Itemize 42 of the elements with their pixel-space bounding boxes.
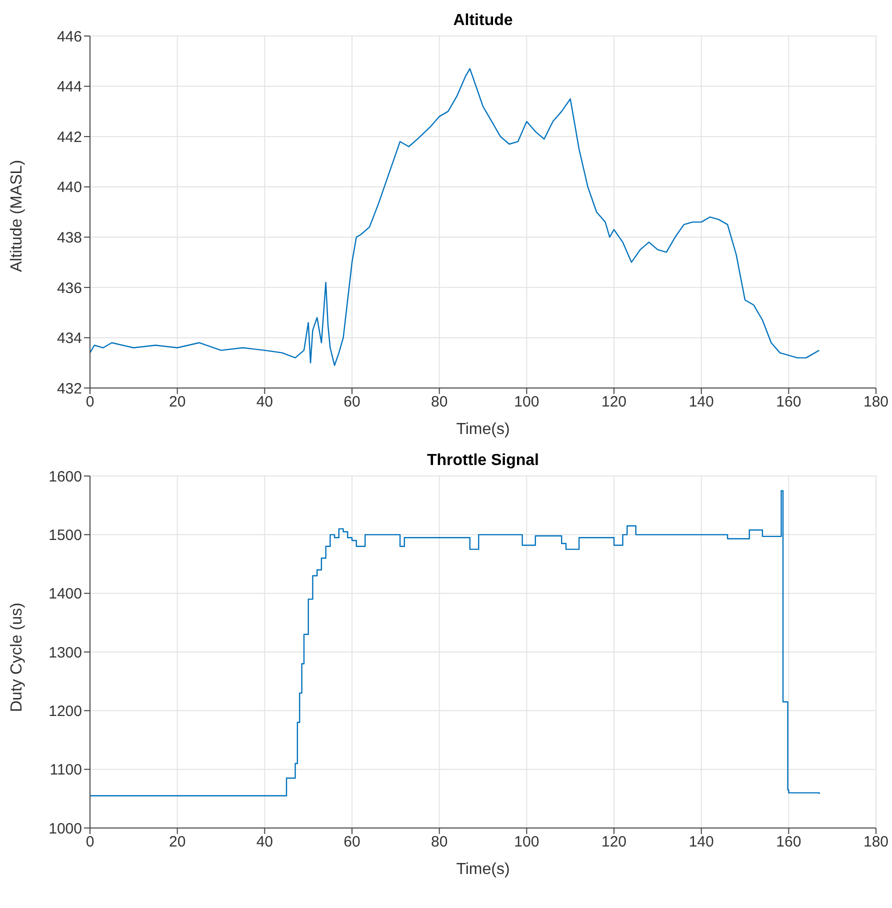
y-tick-label: 440	[56, 179, 82, 196]
x-tick-label: 180	[863, 394, 889, 411]
x-tick-label: 140	[688, 834, 714, 851]
x-tick-label: 0	[86, 394, 94, 411]
x-tick-label: 120	[601, 394, 627, 411]
x-tick-label: 160	[776, 834, 802, 851]
x-tick-label: 140	[688, 394, 714, 411]
x-tick-label: 40	[256, 394, 274, 411]
chart-title: Throttle Signal	[426, 452, 540, 470]
x-tick-label: 20	[168, 834, 186, 851]
x-tick-label: 60	[344, 394, 360, 411]
x-axis-title: Time(s)	[456, 861, 510, 878]
x-tick-label: 80	[430, 834, 448, 851]
y-tick-label: 1000	[48, 820, 82, 838]
y-tick-label: 434	[56, 330, 82, 348]
y-tick-label: 1100	[50, 762, 82, 779]
y-tick-label: 1500	[48, 526, 82, 544]
y-tick-label: 438	[56, 229, 82, 246]
x-tick-label: 180	[863, 834, 889, 851]
line-series	[90, 68, 820, 366]
x-tick-label: 40	[256, 834, 274, 851]
x-axis-title: Time(s)	[456, 421, 510, 438]
x-tick-label: 120	[601, 834, 627, 851]
y-axis-title: Altitude (MASL)	[8, 160, 26, 272]
y-axis-title: Duty Cycle (us)	[8, 602, 26, 712]
x-tick-label: 20	[168, 394, 186, 411]
y-tick-label: 1300	[48, 644, 82, 662]
y-tick-label: 432	[56, 380, 82, 398]
x-tick-label: 160	[776, 394, 802, 411]
y-tick-label: 446	[56, 28, 82, 46]
x-tick-label: 60	[344, 834, 360, 851]
y-tick-label: 444	[56, 78, 82, 96]
y-tick-label: 1400	[48, 586, 82, 603]
chart-title: Altitude	[452, 12, 514, 30]
y-tick-label: 436	[56, 280, 82, 297]
y-tick-label: 1600	[48, 468, 82, 486]
x-tick-label: 100	[514, 834, 540, 851]
y-tick-label: 1200	[48, 702, 82, 720]
x-tick-label: 0	[86, 834, 94, 851]
x-tick-label: 100	[514, 394, 540, 411]
y-tick-label: 442	[56, 128, 82, 146]
x-tick-label: 80	[430, 394, 448, 411]
